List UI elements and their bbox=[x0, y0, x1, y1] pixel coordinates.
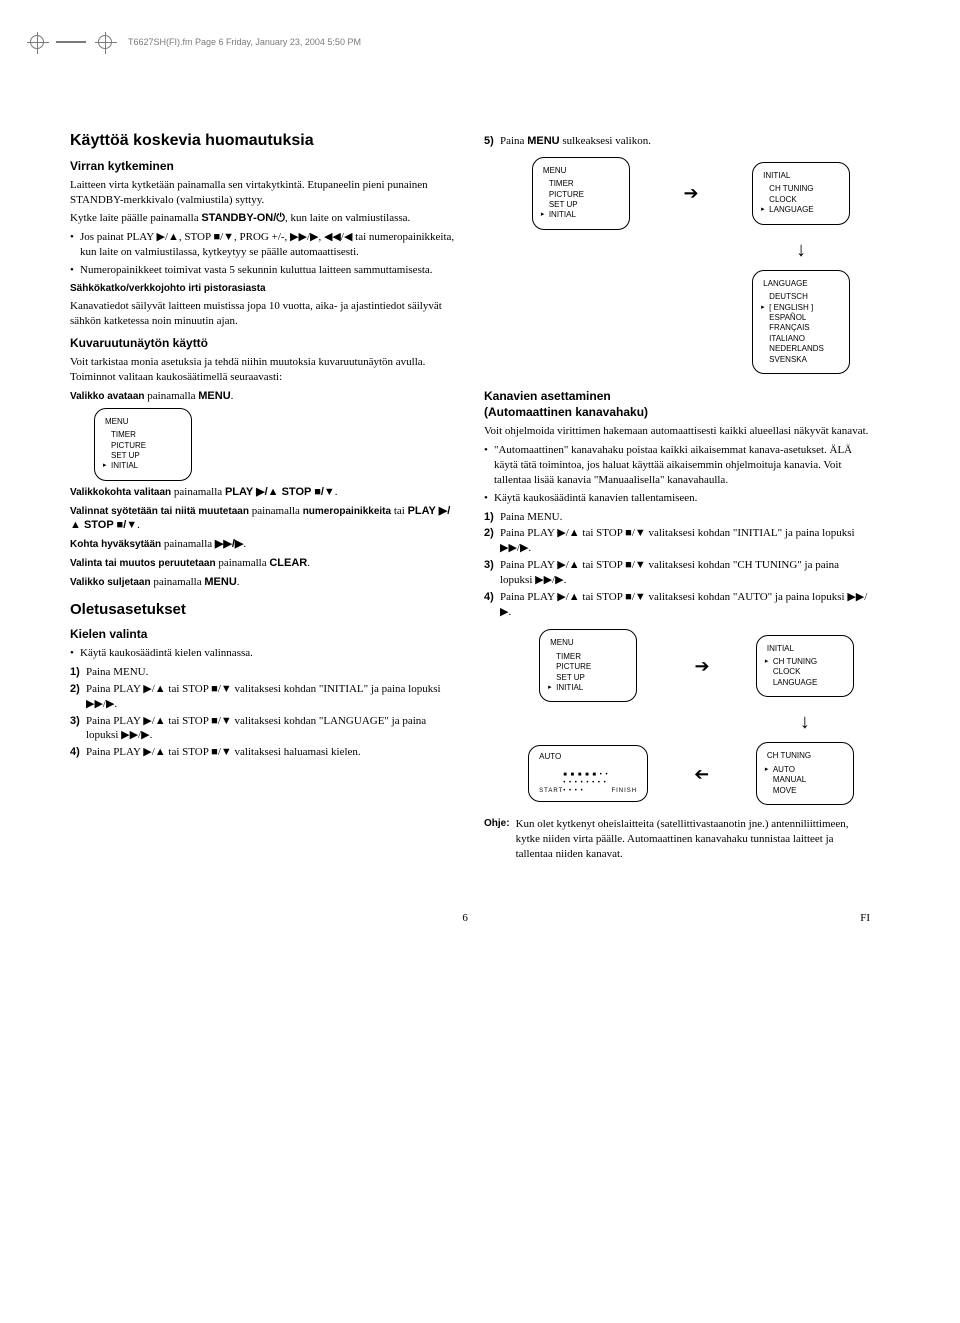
list-item: 1)Paina MENU. bbox=[484, 510, 870, 525]
h1-usage-notes: Käyttöä koskevia huomautuksia bbox=[70, 130, 456, 152]
bullet: Jos painat PLAY ▶/▲, STOP ■/▼, PROG +/-,… bbox=[70, 230, 456, 260]
steps-channels: 1)Paina MENU. 2)Paina PLAY ▶/▲ tai STOP … bbox=[484, 510, 870, 620]
note-label: Ohje: bbox=[484, 817, 510, 862]
list-item: 2)Paina PLAY ▶/▲ tai STOP ■/▼ valitakses… bbox=[70, 682, 456, 712]
steps-lang: 1)Paina MENU. 2)Paina PLAY ▶/▲ tai STOP … bbox=[70, 665, 456, 760]
bullets-lang: Käytä kaukosäädintä kielen valinnassa. bbox=[70, 646, 456, 661]
h3-power-on: Virran kytkeminen bbox=[70, 158, 456, 174]
bullet: Numeropainikkeet toimivat vasta 5 sekunn… bbox=[70, 263, 456, 278]
p-menu-open: Valikko avataan painamalla MENU. bbox=[70, 389, 456, 404]
page-lang: FI bbox=[860, 911, 870, 926]
crop-marks: T6627SH(FI).fm Page 6 Friday, January 23… bbox=[30, 35, 361, 49]
diagram-lang-flow: MENU TIMER PICTURE SET UP INITIAL ➔ INIT… bbox=[512, 157, 870, 374]
bullet: Käytä kaukosäädintä kielen valinnassa. bbox=[70, 646, 456, 661]
list-item: 4)Paina PLAY ▶/▲ tai STOP ■/▼ valitakses… bbox=[484, 590, 870, 620]
arrow-left-icon: ➔ bbox=[694, 765, 709, 783]
right-column: 5) Paina MENU sulkeaksesi valikon. MENU … bbox=[484, 130, 870, 861]
bullets-power: Jos painat PLAY ▶/▲, STOP ■/▼, PROG +/-,… bbox=[70, 230, 456, 278]
p-select: Valikkokohta valitaan painamalla PLAY ▶/… bbox=[70, 485, 456, 500]
menu-box-chtuning: CH TUNING AUTO MANUAL MOVE bbox=[756, 742, 854, 805]
bullets-channels: "Automaattinen" kanavahaku poistaa kaikk… bbox=[484, 443, 870, 505]
p-osd: Voit tarkistaa monia asetuksia ja tehdä … bbox=[70, 355, 456, 385]
p-enter: Valinnat syötetään tai niitä muutetaan p… bbox=[70, 504, 456, 534]
menu-box-main: MENU TIMER PICTURE SET UP INITIAL bbox=[532, 157, 630, 230]
p-ok: Kohta hyväksytään painamalla ▶▶/▶. bbox=[70, 537, 456, 552]
blackout-title: Sähkökatko/verkkojohto irti pistorasiast… bbox=[70, 282, 456, 296]
p-channels: Voit ohjelmoida virittimen hakemaan auto… bbox=[484, 424, 870, 439]
step5: 5) Paina MENU sulkeaksesi valikon. bbox=[484, 134, 870, 149]
arrow-down-icon: ↓ bbox=[796, 240, 806, 260]
menu-box-language: LANGUAGE DEUTSCH [ ENGLISH ] ESPAÑOL FRA… bbox=[752, 270, 850, 374]
page-footer: 6 FI bbox=[70, 911, 870, 926]
list-item: 1)Paina MENU. bbox=[70, 665, 456, 680]
p-power-2: Kytke laite päälle painamalla STANDBY-ON… bbox=[70, 211, 456, 226]
list-item: 4)Paina PLAY ▶/▲ tai STOP ■/▼ valitakses… bbox=[70, 745, 456, 760]
bullet: Käytä kaukosäädintä kanavien tallentamis… bbox=[484, 491, 870, 506]
list-item: 2)Paina PLAY ▶/▲ tai STOP ■/▼ valitakses… bbox=[484, 526, 870, 556]
header-tag: T6627SH(FI).fm Page 6 Friday, January 23… bbox=[128, 36, 361, 48]
p-power-1: Laitteen virta kytketään painamalla sen … bbox=[70, 178, 456, 208]
menu-box-main: MENU TIMER PICTURE SET UP INITIAL bbox=[94, 408, 192, 481]
arrow-right-icon: ➔ bbox=[694, 657, 709, 675]
note-text: Kun olet kytkenyt oheislaitteita (satell… bbox=[516, 817, 870, 862]
arrow-right-icon: ➔ bbox=[683, 184, 698, 202]
menu-box-initial2: INITIAL CH TUNING CLOCK LANGUAGE bbox=[756, 635, 854, 698]
note-block: Ohje: Kun olet kytkenyt oheislaitteita (… bbox=[484, 817, 870, 862]
menu-box-main2: MENU TIMER PICTURE SET UP INITIAL bbox=[539, 629, 637, 702]
page-body: Käyttöä koskevia huomautuksia Virran kyt… bbox=[70, 130, 870, 861]
p-close: Valikko suljetaan painamalla MENU. bbox=[70, 575, 456, 590]
h3-channels-a: Kanavien asettaminen bbox=[484, 388, 870, 404]
arrow-down-icon: ↓ bbox=[800, 712, 810, 732]
list-item: 3)Paina PLAY ▶/▲ tai STOP ■/▼ valitakses… bbox=[484, 558, 870, 588]
menu-box-initial: INITIAL CH TUNING CLOCK LANGUAGE bbox=[752, 162, 850, 225]
h2-defaults: Oletusasetukset bbox=[70, 600, 456, 620]
menu-box-auto: AUTO START ■ ■ ■ ■ ■ • • • • • • • • • •… bbox=[528, 745, 648, 802]
bullet: "Automaattinen" kanavahaku poistaa kaikk… bbox=[484, 443, 870, 488]
h3-osd: Kuvaruutunäytön käyttö bbox=[70, 335, 456, 351]
diagram-auto-flow: MENU TIMER PICTURE SET UP INITIAL ➔ INIT… bbox=[512, 629, 870, 805]
blackout-text: Kanavatiedot säilyvät laitteen muistissa… bbox=[70, 299, 456, 329]
list-item: 5) Paina MENU sulkeaksesi valikon. bbox=[484, 134, 870, 149]
p-cancel: Valinta tai muutos peruutetaan painamall… bbox=[70, 556, 456, 571]
menu-diagram-1: MENU TIMER PICTURE SET UP INITIAL bbox=[94, 408, 456, 481]
h3-channels-b: (Automaattinen kanavahaku) bbox=[484, 404, 870, 420]
page-number: 6 bbox=[462, 911, 468, 926]
h3-lang: Kielen valinta bbox=[70, 626, 456, 642]
left-column: Käyttöä koskevia huomautuksia Virran kyt… bbox=[70, 130, 456, 861]
list-item: 3)Paina PLAY ▶/▲ tai STOP ■/▼ valitakses… bbox=[70, 714, 456, 744]
